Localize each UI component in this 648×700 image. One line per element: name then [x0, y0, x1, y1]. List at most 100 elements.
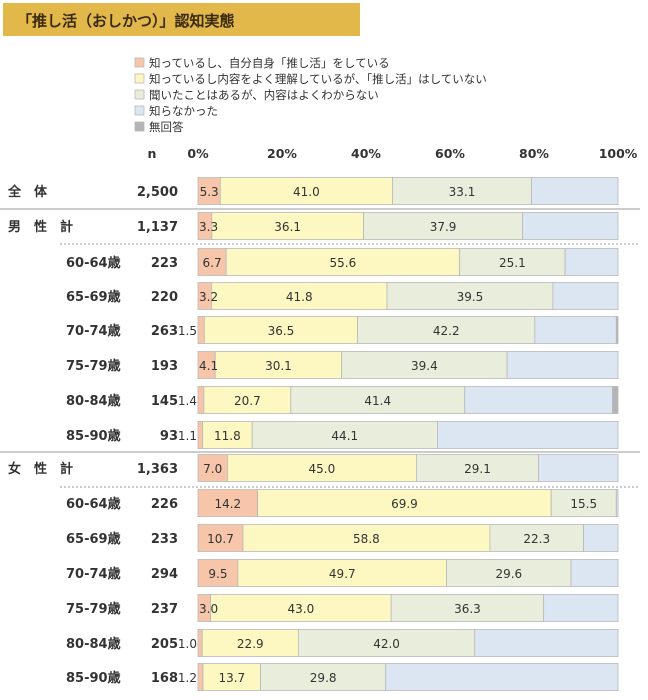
- chart-title: 「推し活（おしかつ）」認知実態: [17, 12, 235, 30]
- row-n: 168: [151, 671, 178, 686]
- bar-segment: [386, 282, 554, 310]
- row-n: 1,363: [137, 462, 178, 477]
- bar-segment: [446, 559, 572, 587]
- data-label: 33.1: [449, 185, 476, 199]
- data-label: 1.5: [178, 324, 197, 338]
- bar-segment: [392, 177, 532, 205]
- bar-segment: [225, 248, 461, 276]
- row-n: 2,500: [137, 185, 178, 200]
- data-label: 29.6: [495, 567, 522, 581]
- bar-segment: [214, 351, 343, 379]
- data-label: 43.0: [288, 602, 315, 616]
- bar-segment: [203, 316, 359, 344]
- data-label: 30.1: [265, 359, 292, 373]
- bar-segment: [257, 489, 552, 517]
- data-label: 39.5: [457, 290, 484, 304]
- bar-segment: [211, 282, 388, 310]
- row-n: 223: [151, 256, 178, 271]
- data-label: 55.6: [330, 256, 357, 270]
- bar-segment: [538, 454, 619, 482]
- data-label: 39.4: [411, 359, 438, 373]
- data-label: 7.0: [203, 462, 222, 476]
- row-n: 1,137: [137, 220, 178, 235]
- data-label: 37.9: [430, 220, 457, 234]
- bar-segment: [197, 316, 205, 344]
- bar-segment: [612, 386, 619, 414]
- data-label: 1.1: [178, 429, 197, 443]
- row-n: 294: [151, 567, 178, 582]
- row-label: 70-74歳: [66, 323, 121, 339]
- data-label: 49.7: [329, 567, 356, 581]
- bar-segment: [197, 663, 204, 691]
- data-label: 3.3: [199, 220, 218, 234]
- legend-label: 無回答: [149, 120, 184, 134]
- data-label: 36.3: [454, 602, 481, 616]
- row-label: 60-64歳: [66, 496, 121, 512]
- legend-label: 聞いたことはあるが、内容はよくわからない: [149, 88, 379, 102]
- bar-segment: [202, 663, 261, 691]
- bar-segment: [415, 454, 540, 482]
- bar-segment: [583, 524, 619, 552]
- data-label: 20.7: [234, 394, 261, 408]
- x-tick-label: 20%: [267, 146, 297, 161]
- data-label: 11.8: [214, 429, 241, 443]
- bar-segment: [615, 489, 619, 517]
- data-label: 41.4: [364, 394, 391, 408]
- bar-segment: [534, 316, 617, 344]
- data-label: 6.7: [203, 256, 222, 270]
- row-label: 60-64歳: [66, 255, 121, 271]
- data-label: 9.5: [208, 567, 227, 581]
- row-label: 女 性 計: [8, 461, 73, 477]
- row-n: 233: [151, 532, 178, 547]
- data-label: 15.5: [570, 497, 597, 511]
- data-label: 25.1: [499, 256, 526, 270]
- bar-segment: [226, 454, 417, 482]
- data-label: 22.9: [237, 637, 264, 651]
- data-label: 1.0: [178, 637, 197, 651]
- x-tick-label: 0%: [187, 146, 209, 161]
- row-n: 205: [151, 637, 178, 652]
- bar-segment: [474, 629, 619, 657]
- row-label: 75-79歳: [66, 358, 121, 374]
- legend-swatch: [134, 89, 145, 100]
- bar-segment: [201, 629, 299, 657]
- bar-segment: [436, 421, 619, 449]
- bar-segment: [506, 351, 619, 379]
- bar-segment: [242, 524, 491, 552]
- bar-segment: [203, 386, 292, 414]
- data-label: 22.3: [523, 532, 550, 546]
- bar-segment: [197, 421, 204, 449]
- data-label: 41.0: [293, 185, 320, 199]
- bar-segment: [552, 282, 619, 310]
- bar-segment: [357, 316, 536, 344]
- bar-segment: [531, 177, 619, 205]
- bar-segment: [564, 248, 619, 276]
- data-label: 69.9: [391, 497, 418, 511]
- bar-segment: [341, 351, 508, 379]
- row-label: 85-90歳: [66, 428, 121, 444]
- bar-segment: [197, 454, 228, 482]
- row-n: 93: [160, 429, 178, 444]
- legend-swatch: [134, 105, 145, 116]
- data-label: 58.8: [353, 532, 380, 546]
- data-label: 10.7: [207, 532, 234, 546]
- row-label: 65-69歳: [66, 531, 121, 547]
- row-label: 80-84歳: [66, 393, 121, 409]
- row-n: 220: [151, 290, 178, 305]
- data-label: 13.7: [218, 671, 245, 685]
- bar-segment: [197, 386, 205, 414]
- legend-label: 知っているし、自分自身「推し活」をしている: [149, 56, 390, 70]
- legend-label: 知っているし内容をよく理解しているが、「推し活」はしていない: [149, 72, 487, 86]
- row-n: 145: [151, 394, 178, 409]
- data-label: 4.1: [199, 359, 218, 373]
- bar-segment: [197, 489, 259, 517]
- row-label: 80-84歳: [66, 636, 121, 652]
- row-label: 85-90歳: [66, 670, 121, 686]
- data-label: 42.0: [373, 637, 400, 651]
- bar-segment: [197, 559, 239, 587]
- bar-segment: [459, 248, 566, 276]
- row-label: 75-79歳: [66, 601, 121, 617]
- bar-segment: [385, 663, 619, 691]
- data-label: 1.4: [178, 394, 197, 408]
